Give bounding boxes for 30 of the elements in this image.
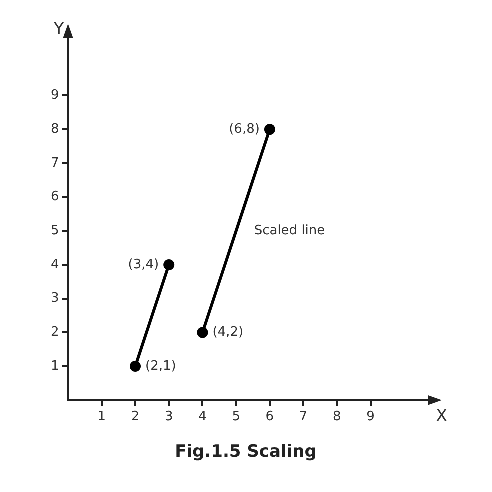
- series-label: Scaled line: [254, 224, 326, 238]
- y-tick-label: 8: [50, 122, 60, 137]
- annotation: (6,8): [229, 122, 260, 137]
- annotation: (4,2): [212, 325, 244, 340]
- point: [164, 259, 175, 270]
- x-tick-label: 6: [266, 410, 274, 425]
- x-axis-title: X: [436, 406, 448, 426]
- x-tick-label: 1: [98, 410, 106, 425]
- y-tick-label: 5: [50, 224, 60, 238]
- text: Fig.1.5 Scaling: [174, 442, 318, 462]
- y-tick-label: 6: [50, 190, 60, 205]
- x-tick-label: 5: [232, 410, 240, 425]
- point: [130, 361, 141, 372]
- y-tick-label: 7: [50, 156, 60, 171]
- x-tick-label: 8: [333, 410, 342, 425]
- x-tick-label: 2: [131, 410, 140, 425]
- y-tick-label: 3: [50, 291, 60, 306]
- x-tick-label: 3: [164, 410, 174, 425]
- point: [264, 124, 276, 136]
- point: [197, 327, 208, 338]
- annotation: (3,4): [128, 257, 160, 272]
- y-tick-label: 9: [50, 88, 60, 104]
- x-tick-label: 7: [299, 410, 308, 425]
- x-tick-label: 9: [366, 410, 375, 425]
- annotation: (2,1): [145, 358, 176, 374]
- y-tick-label: 4: [50, 257, 60, 272]
- y-axis-title: Y: [52, 19, 65, 40]
- y-tick-label: 1: [50, 358, 60, 374]
- x-tick-label: 4: [198, 410, 207, 425]
- y-tick-label: 2: [50, 325, 60, 340]
